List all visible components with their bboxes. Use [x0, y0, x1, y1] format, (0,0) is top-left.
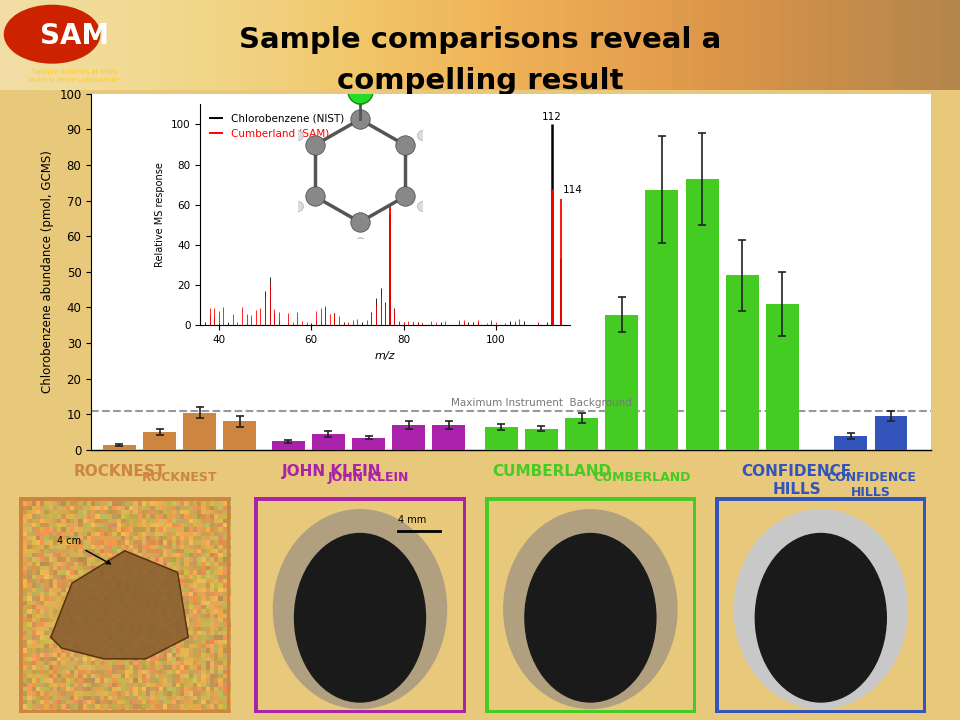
Bar [685, 179, 719, 450]
Ellipse shape [525, 534, 656, 702]
Bar [875, 416, 907, 450]
Bar [352, 438, 385, 450]
Bar [525, 428, 558, 450]
Text: CONFIDENCE
HILLS: CONFIDENCE HILLS [742, 464, 852, 497]
Text: JOHN KLEIN: JOHN KLEIN [281, 464, 381, 480]
Text: CUMBERLAND: CUMBERLAND [492, 464, 612, 480]
Ellipse shape [274, 510, 446, 708]
Text: MARS SCIENCE LABORATORY: MARS SCIENCE LABORATORY [30, 78, 119, 84]
Bar [183, 413, 216, 450]
Bar [312, 434, 345, 450]
Circle shape [5, 6, 100, 63]
Text: CUMBERLAND: CUMBERLAND [593, 472, 690, 485]
Ellipse shape [295, 534, 425, 702]
Text: 4 cm: 4 cm [58, 536, 110, 564]
Text: Maximum Instrument  Background: Maximum Instrument Background [451, 398, 632, 408]
Ellipse shape [504, 510, 677, 708]
Bar [224, 421, 256, 450]
Text: compelling result: compelling result [337, 67, 623, 95]
Bar [103, 445, 135, 450]
Bar [485, 427, 517, 450]
Bar [766, 304, 799, 450]
Text: SAM: SAM [39, 22, 109, 50]
Bar [393, 425, 425, 450]
Bar [432, 425, 466, 450]
Text: JOHN KLEIN: JOHN KLEIN [327, 472, 409, 485]
Bar [645, 190, 679, 450]
Bar [565, 418, 598, 450]
Bar [605, 315, 638, 450]
Bar [834, 436, 867, 450]
Bar [726, 275, 758, 450]
Ellipse shape [734, 510, 907, 708]
Text: CONFIDENCE
HILLS: CONFIDENCE HILLS [826, 472, 916, 500]
Text: Sample Analysis at Mars: Sample Analysis at Mars [32, 69, 117, 75]
Text: 4 mm: 4 mm [398, 515, 426, 525]
Text: Sample comparisons reveal a: Sample comparisons reveal a [239, 27, 721, 55]
Text: ROCKNEST: ROCKNEST [142, 472, 217, 485]
Polygon shape [51, 551, 188, 659]
Text: ROCKNEST: ROCKNEST [74, 464, 166, 480]
Bar [272, 441, 304, 450]
Y-axis label: Chlorobenzene abundance (pmol, GCMS): Chlorobenzene abundance (pmol, GCMS) [40, 150, 54, 393]
Bar [143, 432, 176, 450]
Ellipse shape [756, 534, 886, 702]
